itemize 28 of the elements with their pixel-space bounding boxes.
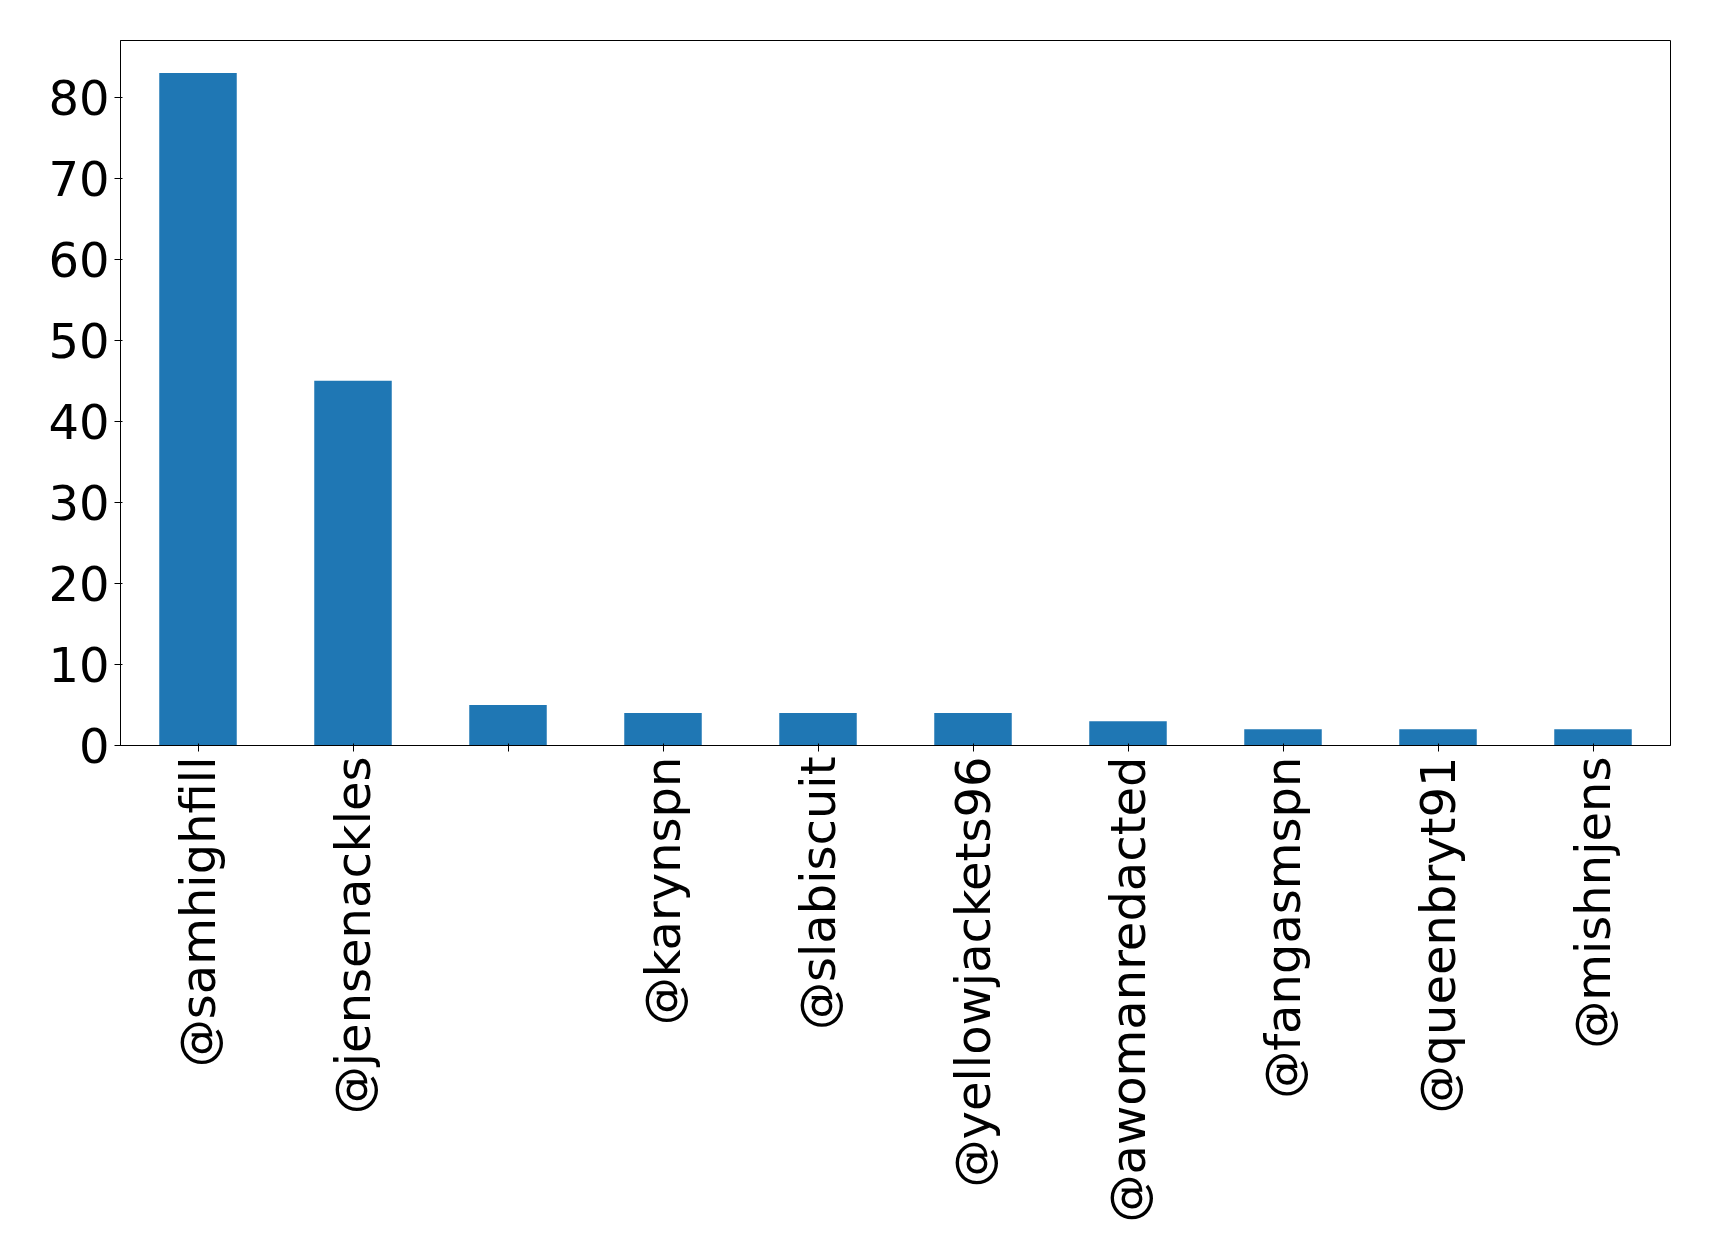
y-tick-label: 80 bbox=[48, 69, 110, 126]
bar bbox=[159, 72, 237, 746]
x-tick-label: @yellowjackets96 bbox=[945, 756, 1001, 1188]
y-tick-label: 40 bbox=[48, 393, 110, 450]
x-tick-label: @mishnjens bbox=[1565, 756, 1621, 1049]
bar bbox=[1554, 729, 1632, 746]
y-tick-label: 10 bbox=[48, 636, 110, 693]
bar bbox=[1399, 729, 1477, 746]
y-tick-label: 30 bbox=[48, 474, 110, 531]
y-tick-label: 50 bbox=[48, 312, 110, 369]
bar bbox=[1089, 721, 1167, 746]
bar bbox=[779, 713, 857, 746]
x-tick-label: @karynspn bbox=[635, 756, 691, 1026]
y-tick-label: 60 bbox=[48, 231, 110, 288]
y-tick-label: 20 bbox=[48, 555, 110, 612]
bar bbox=[469, 704, 547, 746]
x-tick-label: @samhighfill bbox=[170, 756, 226, 1068]
x-tick-label: @awomanredacted bbox=[1100, 756, 1156, 1223]
bar bbox=[934, 713, 1012, 746]
bar bbox=[624, 713, 702, 746]
x-tick-label: @slabiscuit bbox=[790, 756, 846, 1031]
x-tick-label: @jensenackles bbox=[325, 756, 381, 1115]
y-tick-label: 0 bbox=[78, 718, 110, 774]
x-tick-label: @queenbryt91 bbox=[1410, 756, 1466, 1114]
bar bbox=[1244, 729, 1322, 746]
bar bbox=[314, 380, 392, 746]
y-tick-label: 70 bbox=[48, 150, 110, 207]
x-tick-label: @fangasmspn bbox=[1255, 756, 1311, 1099]
